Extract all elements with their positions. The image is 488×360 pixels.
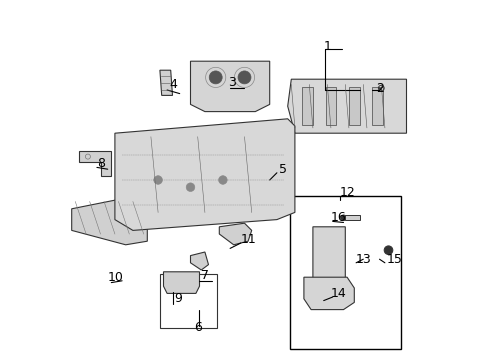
Circle shape [384,246,392,255]
Text: 7: 7 [201,269,209,282]
Text: 16: 16 [330,211,346,224]
Polygon shape [287,79,406,133]
Circle shape [218,176,227,184]
Text: 11: 11 [241,233,256,246]
Text: 12: 12 [339,186,355,199]
Text: 10: 10 [107,271,123,284]
Polygon shape [160,70,172,95]
Circle shape [186,183,194,192]
Polygon shape [190,252,208,270]
Text: 14: 14 [330,287,346,300]
Text: 2: 2 [375,82,383,95]
Bar [371,87,382,125]
Circle shape [340,215,346,221]
Polygon shape [345,215,359,220]
Text: 1: 1 [323,40,331,53]
Polygon shape [163,272,199,293]
Polygon shape [303,277,354,310]
Bar [160,274,217,328]
Text: 4: 4 [168,78,177,91]
Text: 13: 13 [355,253,371,266]
Polygon shape [265,144,287,162]
Bar [302,87,312,125]
Circle shape [153,176,162,184]
Bar [289,196,400,349]
Bar [348,87,359,125]
Polygon shape [115,119,294,230]
Text: 3: 3 [228,76,236,89]
Text: 6: 6 [193,321,201,334]
Polygon shape [219,223,251,245]
Polygon shape [190,61,269,112]
Circle shape [386,248,390,252]
Bar [325,87,336,125]
Text: 5: 5 [278,163,286,176]
Text: 15: 15 [386,253,402,266]
Polygon shape [72,194,147,245]
Circle shape [238,71,250,84]
Polygon shape [79,151,111,176]
Text: 9: 9 [174,292,182,305]
Polygon shape [312,227,345,299]
Circle shape [209,71,222,84]
Text: 8: 8 [97,157,105,170]
